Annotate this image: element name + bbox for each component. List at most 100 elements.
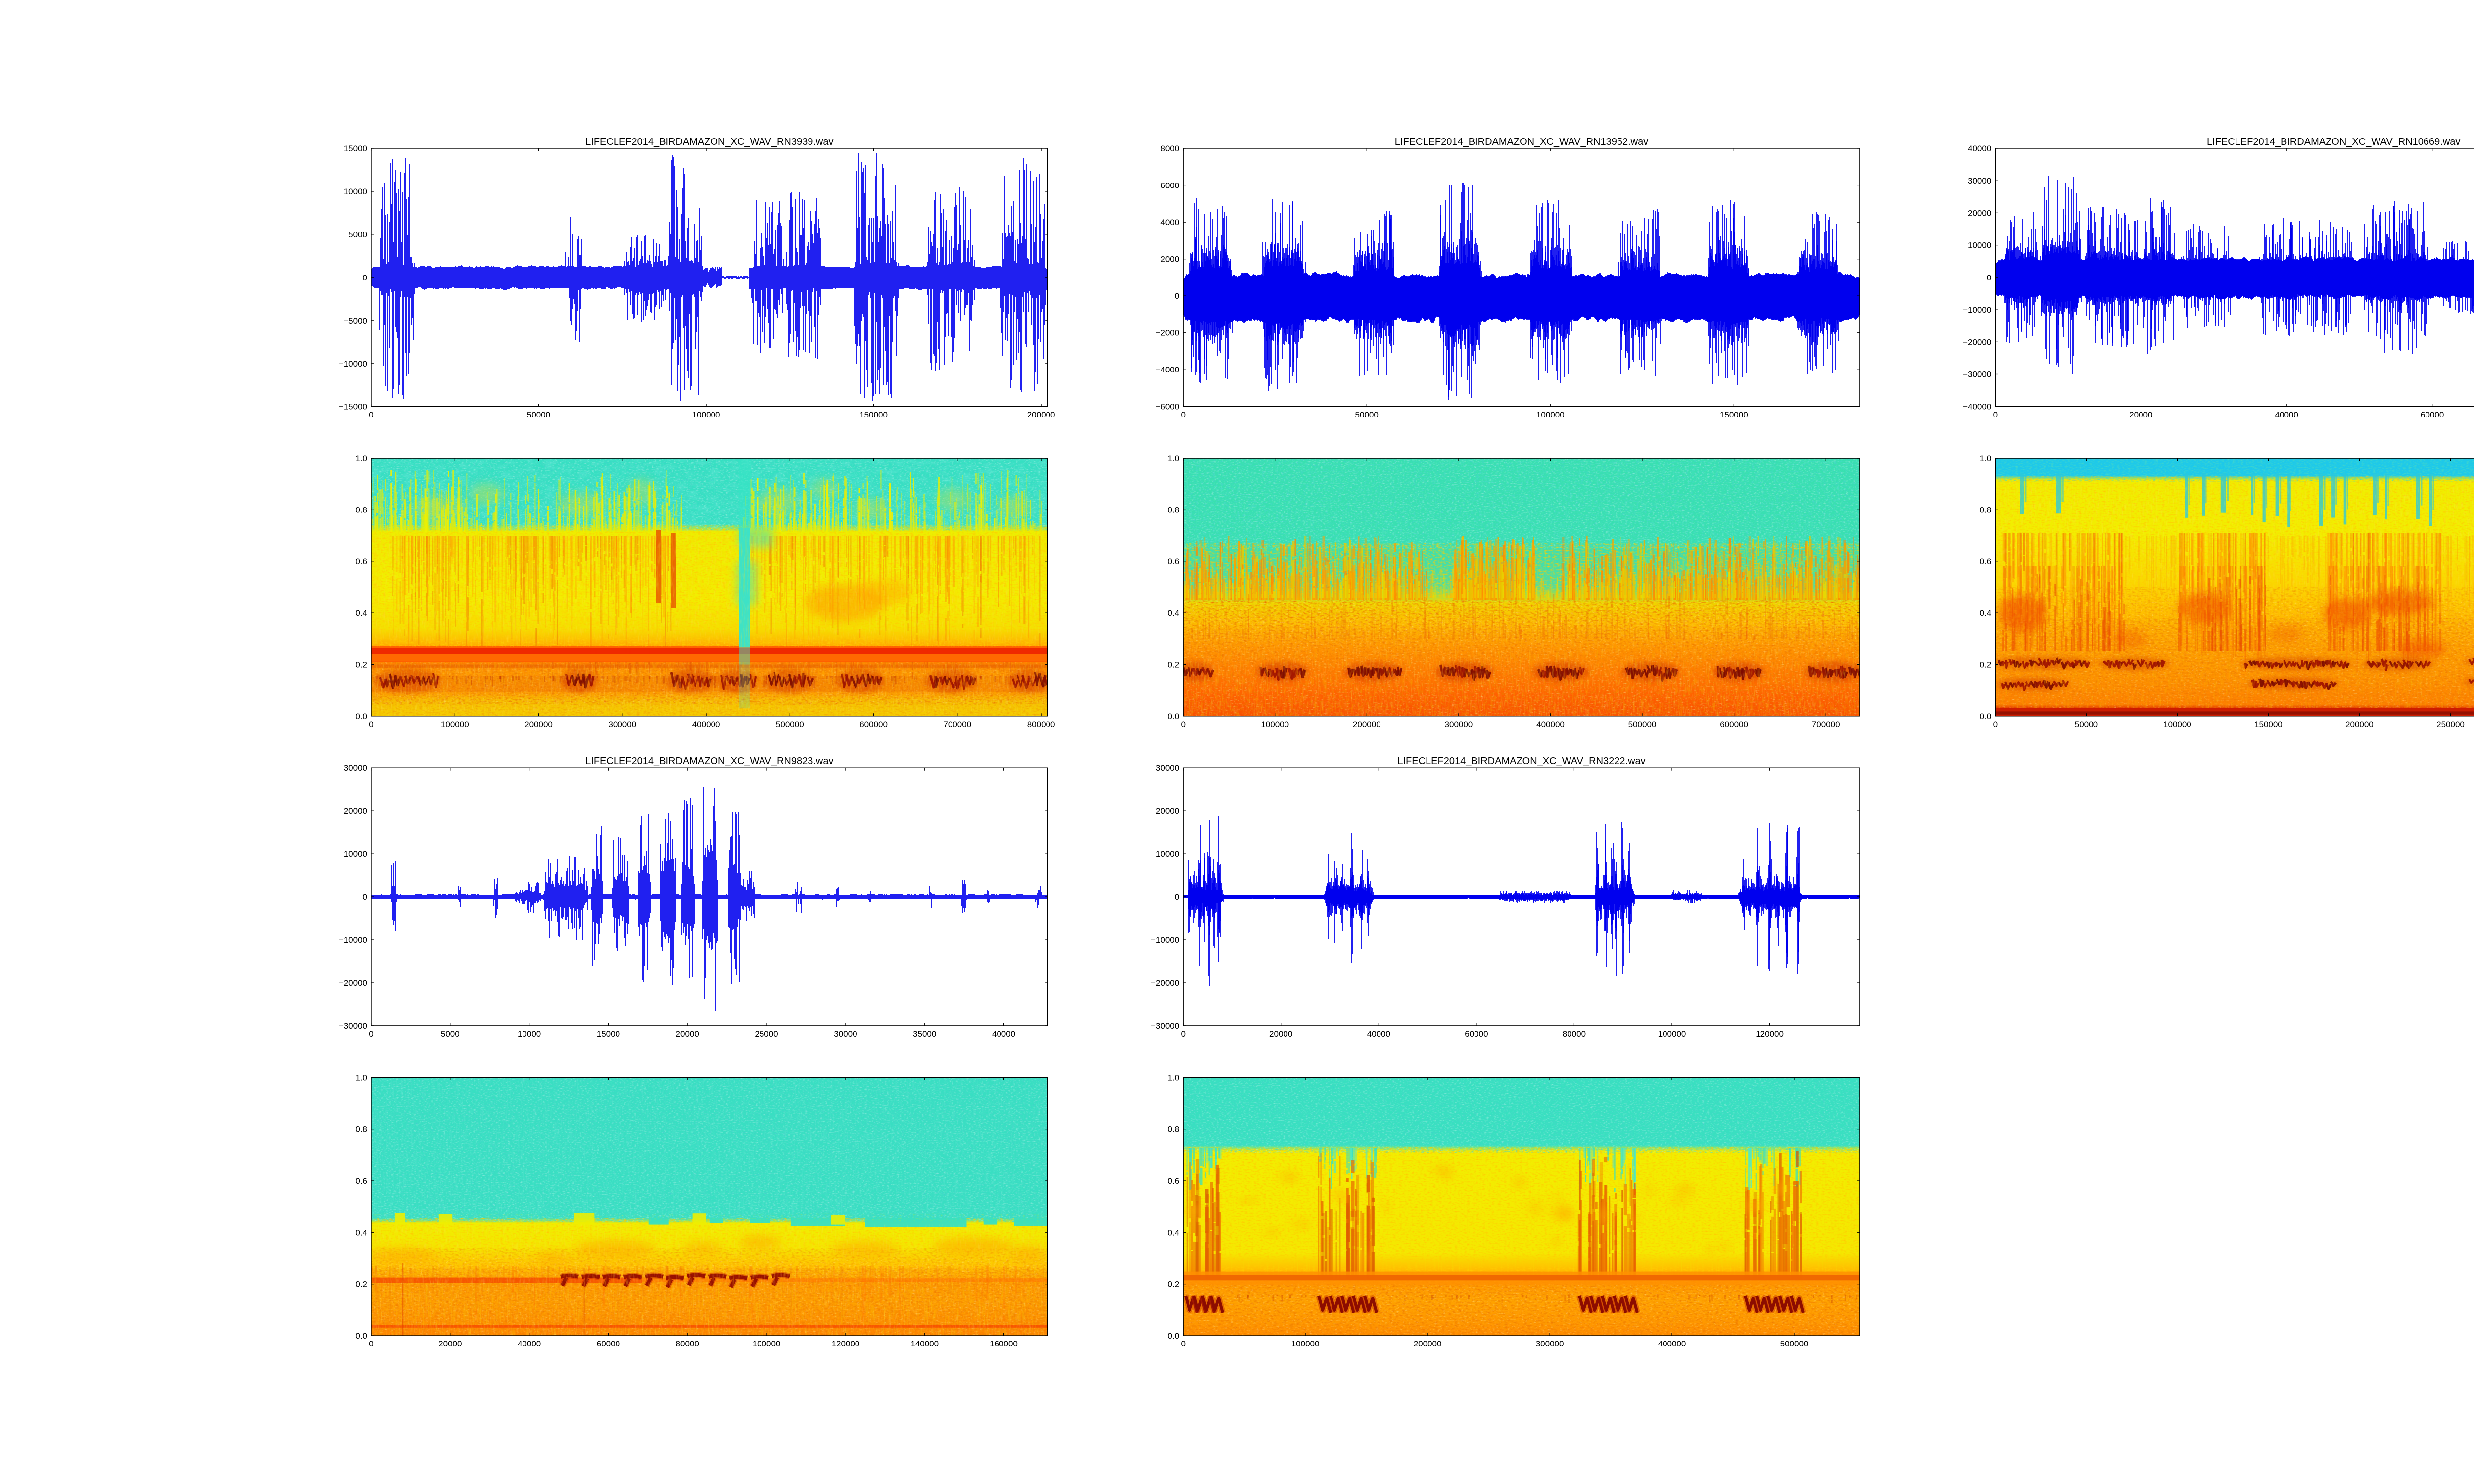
svg-text:20000: 20000 [1269, 1029, 1292, 1039]
svg-text:10000: 10000 [518, 1029, 541, 1039]
svg-text:0: 0 [1987, 273, 1991, 282]
svg-text:15000: 15000 [344, 144, 367, 153]
svg-text:0.6: 0.6 [1168, 557, 1180, 566]
svg-text:−5000: −5000 [343, 316, 367, 325]
svg-text:0: 0 [1181, 720, 1185, 729]
svg-text:200000: 200000 [1027, 410, 1055, 419]
svg-text:1.0: 1.0 [355, 454, 367, 463]
svg-text:−10000: −10000 [1151, 935, 1179, 945]
svg-text:−15000: −15000 [339, 402, 367, 412]
svg-text:0.2: 0.2 [1980, 660, 1992, 670]
svg-text:4000: 4000 [1160, 218, 1179, 227]
svg-text:400000: 400000 [1536, 720, 1565, 729]
svg-text:40000: 40000 [518, 1339, 541, 1348]
svg-text:0: 0 [369, 1339, 373, 1348]
svg-text:20000: 20000 [1968, 208, 1991, 218]
svg-text:5000: 5000 [441, 1029, 460, 1039]
svg-text:−40000: −40000 [1963, 402, 1991, 412]
svg-text:1.0: 1.0 [1980, 454, 1992, 463]
svg-text:2000: 2000 [1160, 255, 1179, 264]
svg-text:0: 0 [1175, 291, 1179, 301]
svg-text:0.2: 0.2 [355, 1280, 367, 1289]
svg-text:0.2: 0.2 [1168, 660, 1180, 670]
svg-text:200000: 200000 [524, 720, 553, 729]
svg-text:25000: 25000 [755, 1029, 778, 1039]
svg-text:30000: 30000 [1968, 176, 1991, 186]
svg-text:0.0: 0.0 [355, 712, 367, 721]
svg-text:300000: 300000 [1536, 1339, 1564, 1348]
svg-text:60000: 60000 [597, 1339, 620, 1348]
svg-text:60000: 60000 [1465, 1029, 1488, 1039]
svg-text:100000: 100000 [2163, 720, 2191, 729]
svg-text:500000: 500000 [776, 720, 804, 729]
svg-text:15000: 15000 [597, 1029, 620, 1039]
svg-text:100000: 100000 [1658, 1029, 1686, 1039]
svg-text:120000: 120000 [1756, 1029, 1784, 1039]
svg-text:50000: 50000 [1355, 410, 1379, 419]
svg-text:1.0: 1.0 [1168, 454, 1180, 463]
svg-text:−2000: −2000 [1155, 328, 1179, 338]
svg-text:0: 0 [1993, 720, 1998, 729]
svg-text:0: 0 [1993, 410, 1998, 419]
svg-text:−30000: −30000 [1151, 1021, 1179, 1031]
svg-text:80000: 80000 [1563, 1029, 1586, 1039]
svg-text:100000: 100000 [1291, 1339, 1320, 1348]
svg-text:−10000: −10000 [1963, 305, 1991, 315]
svg-text:0: 0 [369, 720, 373, 729]
svg-text:0.0: 0.0 [1168, 712, 1180, 721]
svg-text:LIFECLEF2014_BIRDAMAZON_XC_WAV: LIFECLEF2014_BIRDAMAZON_XC_WAV_RN10669.w… [2207, 137, 2460, 147]
svg-text:−20000: −20000 [1151, 978, 1179, 988]
svg-text:0: 0 [363, 273, 367, 282]
svg-text:700000: 700000 [1812, 720, 1840, 729]
svg-text:20000: 20000 [676, 1029, 699, 1039]
svg-text:0.8: 0.8 [1168, 1125, 1180, 1134]
svg-text:0.4: 0.4 [355, 608, 367, 618]
svg-text:300000: 300000 [1445, 720, 1473, 729]
svg-text:0: 0 [1181, 410, 1185, 419]
svg-text:1.0: 1.0 [1168, 1073, 1180, 1082]
svg-text:0.6: 0.6 [1168, 1176, 1180, 1186]
svg-text:0.0: 0.0 [355, 1331, 367, 1341]
svg-text:40000: 40000 [1968, 144, 1991, 153]
svg-text:0.0: 0.0 [1980, 712, 1992, 721]
svg-text:250000: 250000 [2436, 720, 2465, 729]
svg-text:300000: 300000 [608, 720, 636, 729]
svg-text:−10000: −10000 [339, 935, 367, 945]
svg-text:10000: 10000 [1968, 241, 1991, 250]
svg-text:0.2: 0.2 [1168, 1280, 1180, 1289]
svg-text:100000: 100000 [1261, 720, 1289, 729]
svg-text:100000: 100000 [1536, 410, 1565, 419]
svg-text:200000: 200000 [1414, 1339, 1442, 1348]
svg-text:35000: 35000 [913, 1029, 936, 1039]
svg-text:0.2: 0.2 [355, 660, 367, 670]
svg-text:0.4: 0.4 [1168, 608, 1180, 618]
svg-text:140000: 140000 [910, 1339, 939, 1348]
svg-text:0.8: 0.8 [1168, 505, 1180, 514]
svg-text:200000: 200000 [2345, 720, 2374, 729]
svg-text:600000: 600000 [859, 720, 888, 729]
svg-text:20000: 20000 [344, 806, 367, 816]
svg-text:400000: 400000 [1658, 1339, 1686, 1348]
svg-text:40000: 40000 [992, 1029, 1015, 1039]
svg-text:0.8: 0.8 [1980, 505, 1992, 514]
svg-text:5000: 5000 [348, 230, 367, 239]
svg-text:40000: 40000 [2275, 410, 2298, 419]
svg-text:−6000: −6000 [1155, 402, 1179, 412]
svg-text:60000: 60000 [2421, 410, 2444, 419]
svg-text:0: 0 [1181, 1339, 1185, 1348]
svg-text:20000: 20000 [2129, 410, 2152, 419]
svg-text:8000: 8000 [1160, 144, 1179, 153]
svg-text:0.8: 0.8 [355, 505, 367, 514]
svg-text:200000: 200000 [1353, 720, 1381, 729]
svg-text:0.6: 0.6 [355, 1176, 367, 1186]
svg-text:LIFECLEF2014_BIRDAMAZON_XC_WAV: LIFECLEF2014_BIRDAMAZON_XC_WAV_RN9823.wa… [585, 756, 833, 767]
svg-text:1.0: 1.0 [355, 1073, 367, 1082]
svg-text:−30000: −30000 [1963, 370, 1991, 379]
svg-text:0.0: 0.0 [1168, 1331, 1180, 1341]
svg-text:160000: 160000 [990, 1339, 1018, 1348]
svg-text:40000: 40000 [1367, 1029, 1390, 1039]
svg-text:50000: 50000 [2075, 720, 2098, 729]
svg-text:400000: 400000 [692, 720, 720, 729]
svg-text:100000: 100000 [753, 1339, 781, 1348]
svg-text:100000: 100000 [441, 720, 469, 729]
